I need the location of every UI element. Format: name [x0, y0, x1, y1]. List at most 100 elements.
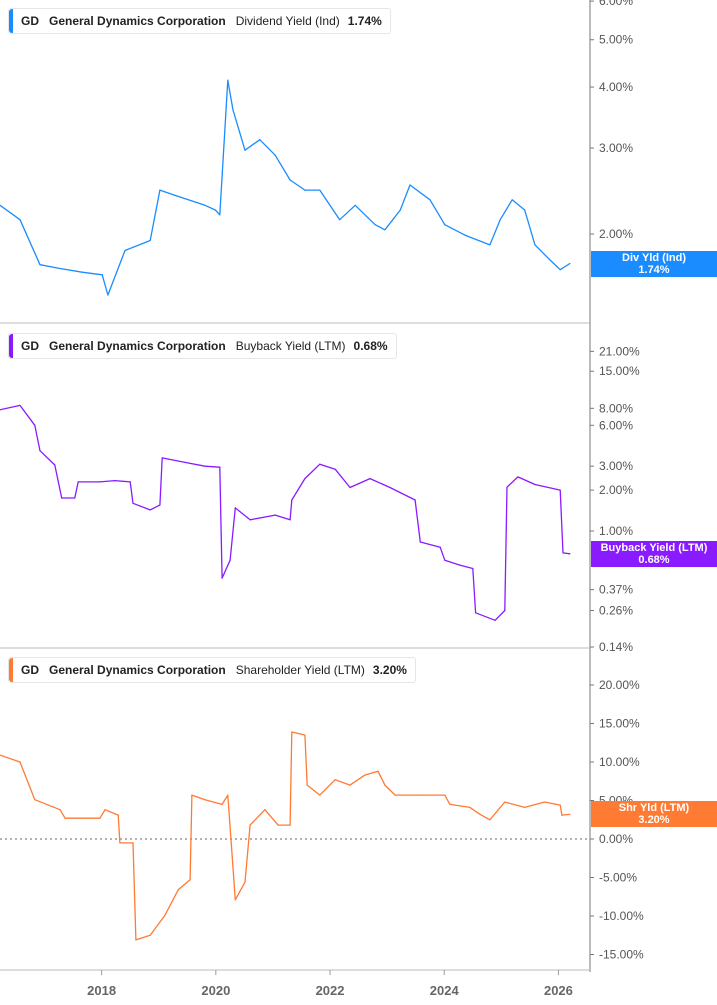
dividend-yield-data-point	[149, 239, 151, 242]
buyback-yield-data-point	[34, 424, 36, 426]
series-color-bar	[9, 334, 13, 358]
shareholder-yield-data-point	[0, 754, 1, 756]
dividend-yield-data-point	[489, 244, 491, 246]
dividend-yield-panel: 6.00% 5.00% 4.00% 3.00% 2.00%	[0, 0, 633, 296]
shareholder-yield-data-point	[119, 842, 121, 844]
buyback-yield-panel: 21.00% 15.00% 8.00% 6.00% 3.00% 2.00% 1.00% 0.3…	[0, 344, 640, 654]
dividend-yield-data-point	[499, 219, 501, 221]
buyback-yield-data-point	[114, 479, 116, 482]
legend-value: 0.68%	[353, 339, 388, 353]
shareholder-yield-data-point	[349, 784, 351, 786]
shareholder-yield-data-point	[135, 939, 137, 941]
legend-metric: Dividend Yield (Ind)	[235, 14, 340, 28]
shareholder-yield-value-badge: Shr Yld (LTM) 3.20%	[591, 801, 717, 828]
series-color-bar	[9, 658, 13, 682]
buyback-yield-data-point	[517, 476, 519, 478]
dividend-yield-data-point	[232, 109, 234, 111]
buyback-yield-data-point	[159, 504, 161, 506]
dividend-yield-data-point	[374, 224, 376, 226]
shareholder-yield-data-point	[244, 881, 246, 883]
buyback-yield-data-point	[291, 499, 293, 501]
buyback-yield-data-point	[149, 509, 151, 511]
shareholder-yield-data-point	[479, 813, 481, 815]
dividend-yield-data-point	[354, 204, 356, 206]
legend-metric: Shareholder Yield (LTM)	[235, 663, 365, 677]
buyback-yield-data-point	[419, 541, 421, 543]
buyback-yield-data-point	[304, 478, 306, 480]
shareholder-yield-series-line	[0, 731, 570, 941]
buyback-yield-series-line	[0, 404, 570, 621]
shareholder-yield-panel: 20.00%15.00%10.00%5.00%0.00%-5.00%-10.00…	[0, 678, 644, 962]
legend-value: 1.74%	[347, 14, 382, 28]
shareholder-yield-data-point	[489, 819, 491, 821]
dividend-yield-legend[interactable]: GD General Dynamics Corporation Dividend…	[8, 8, 391, 34]
badge-label: Shr Yld (LTM)	[618, 802, 690, 815]
shareholder-yield-data-point	[291, 731, 293, 733]
buyback-yield-data-point	[54, 464, 56, 466]
shareholder-yield-data-point	[364, 774, 366, 776]
shareholder-yield-data-point	[177, 889, 179, 891]
badge-value: 1.74%	[638, 263, 670, 276]
shareholder-yield-data-point	[204, 799, 206, 801]
dividend-yield-data-point	[569, 262, 571, 265]
dividend-yield-data-point	[174, 194, 176, 196]
shareholder-yield-data-point	[277, 824, 279, 826]
shareholder-yield-data-point	[384, 784, 386, 786]
buyback-yield-data-point	[19, 404, 21, 407]
shareholder-yield-data-point	[221, 803, 223, 805]
buyback-yield-data-point	[289, 519, 291, 521]
y-tick-label: 8.00%	[599, 401, 633, 415]
y-tick-label: 0.26%	[599, 603, 633, 617]
buyback-yield-data-point	[204, 465, 206, 467]
buyback-yield-data-point	[334, 468, 336, 470]
badge-label: Div Yld (Ind)	[622, 251, 686, 264]
buyback-yield-data-point	[569, 553, 571, 555]
x-tick-label: 2026	[544, 983, 573, 998]
y-tick-label: 3.00%	[599, 459, 633, 473]
dividend-yield-data-point	[511, 199, 513, 201]
badge-value: 3.20%	[638, 814, 670, 827]
dividend-yield-data-point	[444, 224, 446, 226]
buyback-yield-data-point	[229, 559, 231, 561]
buyback-yield-data-point	[472, 567, 474, 570]
shareholder-yield-legend[interactable]: GD General Dynamics Corporation Sharehol…	[8, 657, 416, 683]
y-tick-label: 0.14%	[599, 640, 633, 654]
dividend-yield-series-line	[0, 79, 571, 296]
dividend-yield-data-point	[19, 219, 21, 221]
buyback-yield-data-point	[184, 461, 186, 463]
y-tick-label: 6.00%	[599, 418, 633, 432]
shareholder-yield-data-point	[559, 804, 561, 806]
buyback-yield-data-point	[39, 450, 41, 452]
shareholder-yield-data-point	[289, 824, 291, 826]
shareholder-yield-data-point	[419, 794, 421, 796]
y-tick-label: 0.00%	[599, 832, 633, 846]
y-tick-label: 3.00%	[599, 141, 633, 155]
dividend-yield-data-point	[274, 154, 276, 156]
buyback-yield-data-point	[534, 483, 536, 486]
buyback-yield-data-point	[77, 481, 79, 483]
shareholder-yield-data-point	[249, 824, 251, 826]
legend-value: 3.20%	[372, 663, 407, 677]
buyback-yield-data-point	[475, 612, 477, 614]
shareholder-yield-data-point	[524, 806, 526, 809]
legend-ticker: GD	[21, 663, 39, 677]
shareholder-yield-data-point	[149, 934, 151, 936]
buyback-yield-data-point	[494, 619, 496, 621]
shareholder-yield-data-point	[117, 814, 119, 816]
buyback-yield-legend[interactable]: GD General Dynamics Corporation Buyback …	[8, 333, 397, 359]
legend-metric: Buyback Yield (LTM)	[235, 339, 346, 353]
badge-value: 0.68%	[638, 553, 670, 566]
y-tick-label: 15.00%	[599, 717, 640, 731]
buyback-yield-data-point	[319, 463, 321, 465]
buyback-yield-data-point	[349, 486, 351, 489]
dividend-yield-data-point	[219, 214, 221, 216]
shareholder-yield-data-point	[469, 806, 471, 809]
dividend-yield-value-badge: Div Yld (Ind) 1.74%	[591, 250, 717, 277]
dividend-yield-data-point	[101, 274, 103, 276]
dividend-yield-data-point	[227, 79, 229, 81]
dividend-yield-data-point	[464, 234, 466, 236]
dividend-yield-data-point	[549, 259, 551, 261]
x-tick-label: 2020	[201, 983, 230, 998]
dividend-yield-data-point	[107, 294, 109, 296]
